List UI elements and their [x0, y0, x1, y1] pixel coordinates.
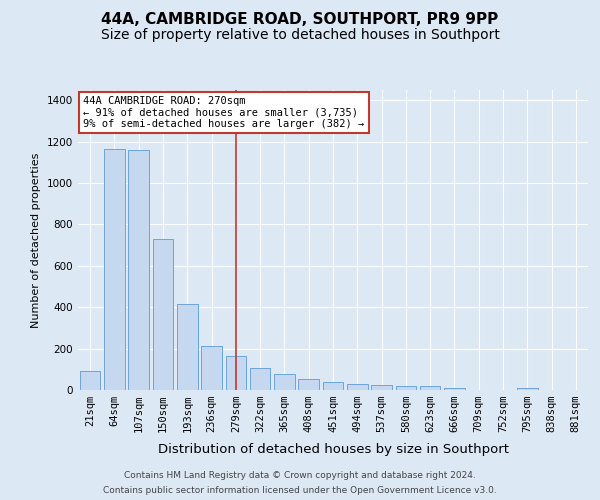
Bar — [420, 386, 440, 390]
Text: 44A CAMBRIDGE ROAD: 270sqm
← 91% of detached houses are smaller (3,735)
9% of se: 44A CAMBRIDGE ROAD: 270sqm ← 91% of deta… — [83, 96, 364, 129]
Bar — [347, 384, 368, 390]
Bar — [274, 374, 295, 390]
Y-axis label: Number of detached properties: Number of detached properties — [31, 152, 41, 328]
Bar — [201, 346, 222, 390]
Text: Distribution of detached houses by size in Southport: Distribution of detached houses by size … — [158, 442, 509, 456]
Bar — [80, 372, 100, 390]
Text: 44A, CAMBRIDGE ROAD, SOUTHPORT, PR9 9PP: 44A, CAMBRIDGE ROAD, SOUTHPORT, PR9 9PP — [101, 12, 499, 28]
Text: Contains public sector information licensed under the Open Government Licence v3: Contains public sector information licen… — [103, 486, 497, 495]
Bar — [177, 304, 197, 390]
Bar — [323, 382, 343, 390]
Bar — [104, 149, 125, 390]
Bar — [395, 386, 416, 390]
Bar — [444, 388, 465, 390]
Bar — [226, 356, 246, 390]
Bar — [371, 385, 392, 390]
Text: Size of property relative to detached houses in Southport: Size of property relative to detached ho… — [101, 28, 499, 42]
Bar — [128, 150, 149, 390]
Bar — [152, 239, 173, 390]
Bar — [298, 378, 319, 390]
Bar — [250, 368, 271, 390]
Bar — [517, 388, 538, 390]
Text: Contains HM Land Registry data © Crown copyright and database right 2024.: Contains HM Land Registry data © Crown c… — [124, 471, 476, 480]
